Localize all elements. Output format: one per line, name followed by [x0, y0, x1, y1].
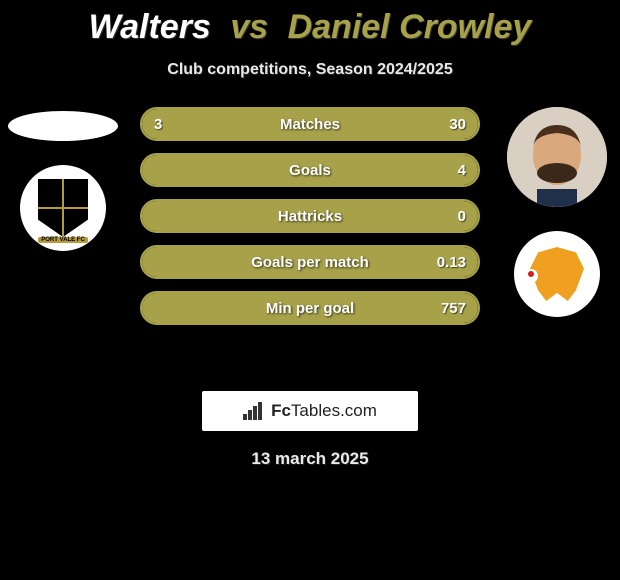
stat-label: Min per goal — [266, 300, 354, 317]
stat-value-left: 3 — [154, 116, 162, 133]
left-player-column: PORT VALE FC — [8, 107, 118, 251]
stat-label: Goals — [289, 162, 331, 179]
stat-value-right: 4 — [458, 162, 466, 179]
stat-bars: 3 30 Matches 4 Goals 0 Hattricks 0.13 Goals per … — [140, 107, 480, 325]
player2-club-badge — [514, 231, 600, 317]
comparison-title: Walters vs Daniel Crowley — [0, 0, 620, 47]
stat-bar: 0.13 Goals per match — [140, 245, 480, 279]
stat-label: Matches — [280, 116, 340, 133]
title-player1: Walters — [89, 8, 211, 46]
stat-bar: 0 Hattricks — [140, 199, 480, 233]
stat-bar: 3 30 Matches — [140, 107, 480, 141]
title-vs: vs — [230, 8, 268, 46]
branding-badge: FcTables.com — [202, 391, 418, 431]
player1-photo-placeholder — [8, 111, 118, 141]
player2-face-icon — [507, 107, 607, 207]
stat-value-right: 0 — [458, 208, 466, 225]
player2-photo — [507, 107, 607, 207]
subtitle: Club competitions, Season 2024/2025 — [0, 61, 620, 79]
bars-icon — [243, 402, 265, 420]
stat-bar: 4 Goals — [140, 153, 480, 187]
stat-value-right: 30 — [449, 116, 466, 133]
stat-value-right: 0.13 — [437, 254, 466, 271]
player1-club-badge: PORT VALE FC — [20, 165, 106, 251]
branding-text: FcTables.com — [271, 401, 377, 421]
comparison-content: PORT VALE FC 330Matches4Goals0Hattricks0… — [0, 107, 620, 367]
title-player2: Daniel Crowley — [288, 8, 532, 46]
stat-label: Hattricks — [278, 208, 342, 225]
snapshot-date: 13 march 2025 — [0, 449, 620, 469]
right-player-column — [502, 107, 612, 317]
stat-label: Goals per match — [251, 254, 369, 271]
stat-value-right: 757 — [441, 300, 466, 317]
stat-bar: 757 Min per goal — [140, 291, 480, 325]
